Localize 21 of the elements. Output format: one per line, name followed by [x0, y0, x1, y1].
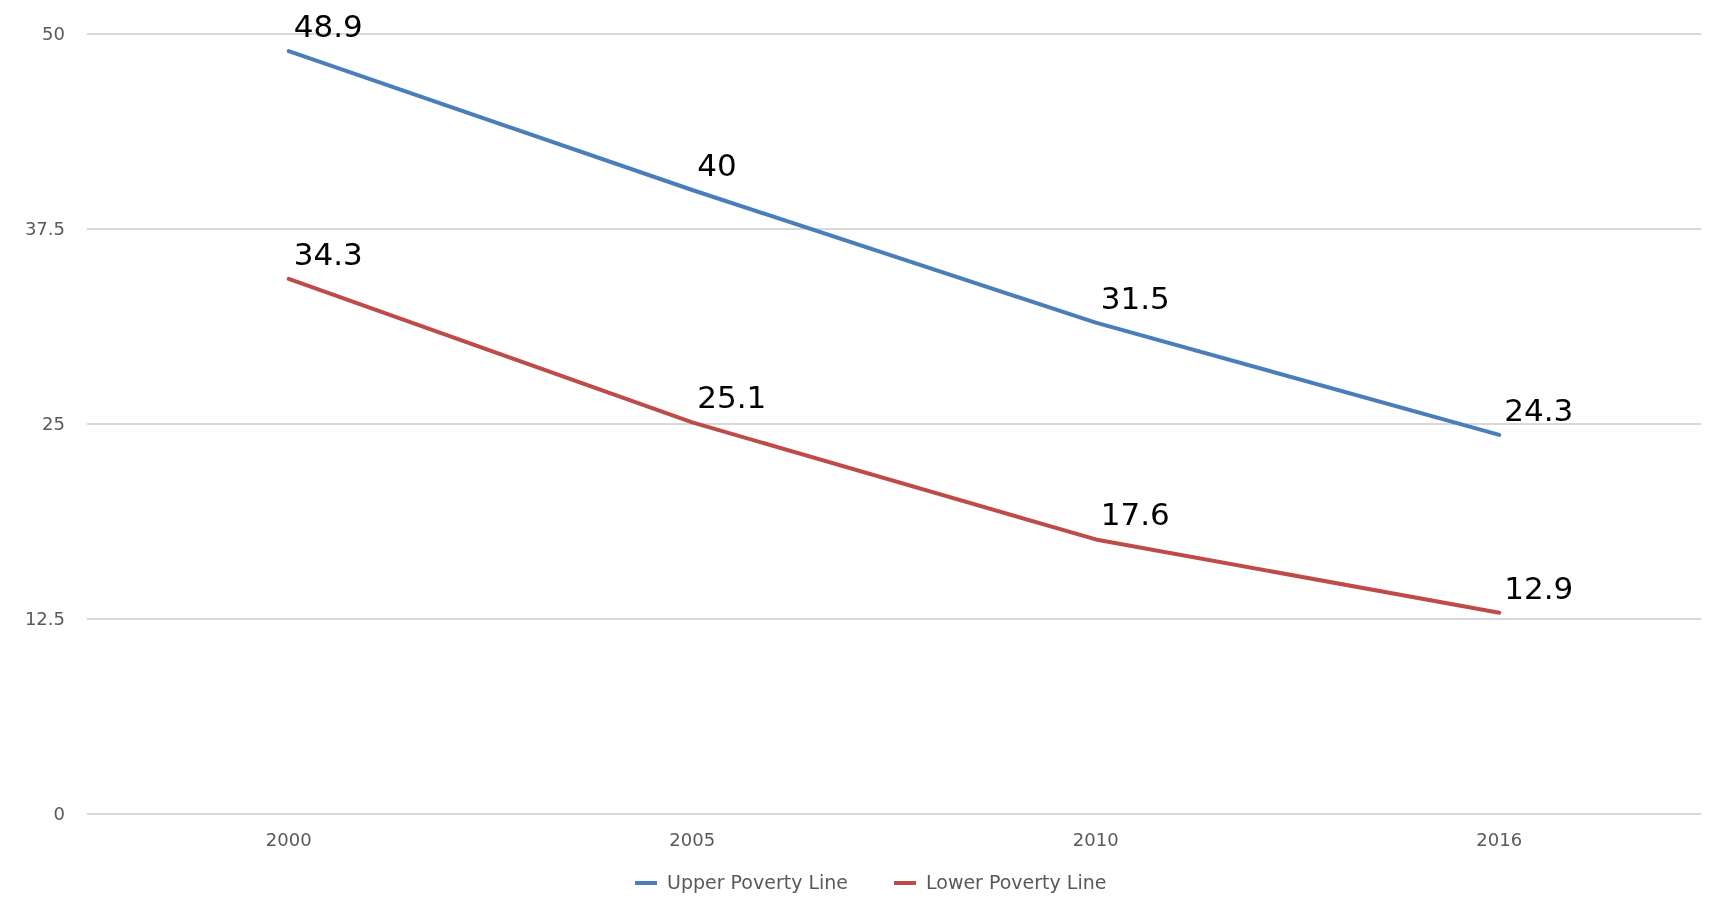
data-label: 24.3 — [1504, 391, 1574, 428]
data-label: 34.3 — [293, 235, 363, 272]
y-tick-label: 50 — [42, 23, 65, 45]
x-tick-label: 2016 — [1476, 829, 1523, 850]
data-label: 40 — [697, 147, 737, 183]
data-label: 17.6 — [1100, 496, 1170, 533]
data-label: 31.5 — [1100, 279, 1170, 316]
data-label: 25.1 — [697, 379, 767, 416]
x-tick-label: 2005 — [669, 829, 716, 850]
legend-label: Lower Poverty Line — [926, 871, 1107, 893]
legend-label: Upper Poverty Line — [667, 871, 849, 893]
data-label: 48.9 — [293, 8, 363, 45]
x-tick-label: 2010 — [1072, 829, 1119, 850]
line-series — [286, 49, 1502, 437]
data-label: 12.9 — [1504, 569, 1574, 606]
x-tick-label: 2000 — [265, 829, 312, 850]
y-tick-label: 25 — [42, 413, 65, 435]
y-tick-label: 0 — [53, 803, 65, 825]
y-tick-label: 37.5 — [24, 218, 65, 240]
y-tick-label: 12.5 — [24, 608, 65, 630]
line-series — [286, 276, 1502, 615]
